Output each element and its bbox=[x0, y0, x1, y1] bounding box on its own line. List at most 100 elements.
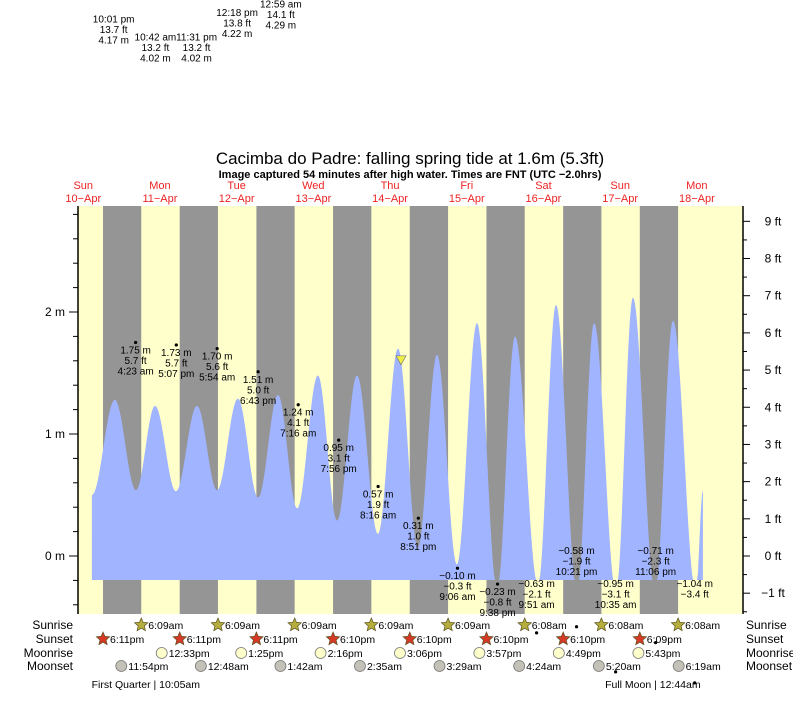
day-of-week: Fri bbox=[460, 180, 473, 192]
moonrise-time: 12:33pm bbox=[169, 648, 210, 660]
low-tide-ft: −2.1 ft bbox=[523, 590, 551, 601]
high-tide-m: 4.02 m bbox=[140, 54, 171, 65]
right-tick-label: 1 ft bbox=[765, 512, 782, 526]
chart-title: Cacimba do Padre: falling spring tide at… bbox=[216, 149, 604, 168]
low-tide-m: 0.95 m bbox=[323, 443, 354, 454]
high-tide-time: 12:18 pm bbox=[216, 8, 258, 19]
day-date: 15−Apr bbox=[449, 193, 485, 205]
high-tide-m: 4.29 m bbox=[266, 21, 297, 32]
low-tide-time: 10:35 am bbox=[595, 600, 637, 611]
moon-phase-label: First Quarter | 10:05am bbox=[92, 679, 201, 691]
low-tide-ft: −0.8 ft bbox=[483, 598, 511, 609]
low-tide-ft: −3.4 ft bbox=[681, 590, 709, 601]
low-tide-dot bbox=[134, 340, 138, 345]
low-tide-dot bbox=[256, 370, 260, 374]
low-tide-ft: 1.0 ft bbox=[407, 532, 429, 543]
day-of-week: Sat bbox=[535, 180, 552, 192]
right-tick-label: 7 ft bbox=[765, 289, 782, 303]
sunset-icon bbox=[632, 631, 648, 646]
low-tide-time: 9:51 am bbox=[519, 600, 555, 611]
low-tide-ft: 5.6 ft bbox=[206, 362, 228, 373]
low-tide-ft: 5.7 ft bbox=[165, 358, 187, 369]
moonrise-icon bbox=[314, 647, 327, 659]
sunset-time: 6:11pm bbox=[263, 634, 297, 646]
day-of-week: Wed bbox=[302, 180, 324, 192]
low-tide-m: 1.75 m bbox=[120, 346, 151, 357]
sunrise-time: 6:08am bbox=[685, 620, 720, 632]
moonrise-time: 1:25pm bbox=[248, 648, 283, 660]
low-tide-dot bbox=[574, 625, 579, 629]
moonrise-icon bbox=[155, 647, 168, 659]
moonset-time: 5:20am bbox=[606, 661, 641, 673]
sunrise-time: 6:08am bbox=[608, 620, 643, 632]
day-date: 16−Apr bbox=[526, 193, 562, 205]
low-tide-dot bbox=[416, 516, 420, 520]
day-of-week: Mon bbox=[149, 180, 170, 192]
moonset-time: 2:35am bbox=[367, 661, 402, 673]
sunrise-icon bbox=[210, 617, 226, 632]
moonset-time: 4:24am bbox=[526, 661, 561, 673]
low-tide-m: −1.04 m bbox=[677, 579, 713, 590]
day-date: 13−Apr bbox=[295, 193, 331, 205]
low-tide-ft: 3.1 ft bbox=[328, 454, 350, 465]
sunrise-time: 6:09am bbox=[148, 620, 183, 632]
low-tide-label: −1.04 m−3.4 ft bbox=[677, 579, 713, 601]
low-tide-dot bbox=[693, 681, 697, 685]
moonset-icon bbox=[513, 660, 526, 672]
sunset-time: 6:09pm bbox=[647, 634, 682, 646]
low-tide-label: 1.75 m5.7 ft4:23 am bbox=[118, 346, 154, 378]
high-tide-ft: 14.1 ft bbox=[267, 10, 295, 21]
low-tide-time: 7:56 pm bbox=[321, 464, 357, 475]
day-of-week: Sun bbox=[73, 180, 93, 192]
low-tide-time: 8:51 pm bbox=[400, 542, 436, 553]
high-tide-time: 10:42 am bbox=[135, 33, 177, 44]
moonset-row-label-right: Moonset bbox=[746, 659, 793, 673]
right-tick-label: 0 ft bbox=[765, 549, 782, 563]
low-tide-m: 1.24 m bbox=[283, 408, 314, 419]
right-tick-label: 4 ft bbox=[765, 400, 782, 414]
tide-curve bbox=[91, 297, 703, 580]
low-tide-ft: 5.7 ft bbox=[124, 356, 146, 367]
low-tide-label: 0.57 m1.9 ft8:16 am bbox=[360, 489, 396, 521]
moonrise-row-label: Moonrise bbox=[24, 646, 74, 660]
moonrise-time: 2:16pm bbox=[328, 648, 363, 660]
low-tide-ft: −0.3 ft bbox=[443, 582, 471, 593]
right-tick-label: 3 ft bbox=[765, 437, 782, 451]
low-tide-m: −0.95 m bbox=[597, 579, 633, 590]
sunrise-icon bbox=[670, 617, 686, 632]
sunset-icon bbox=[402, 631, 418, 646]
low-tide-m: 1.73 m bbox=[161, 348, 192, 359]
sunset-row-label-right: Sunset bbox=[746, 632, 784, 646]
low-tide-ft: −3.1 ft bbox=[602, 590, 630, 601]
low-tide-ft: 5.0 ft bbox=[247, 385, 269, 396]
sunrise-row-label: Sunrise bbox=[32, 618, 73, 632]
sunset-icon bbox=[555, 631, 571, 646]
right-tick-label: 9 ft bbox=[765, 214, 782, 228]
day-of-week: Tue bbox=[227, 180, 246, 192]
low-tide-label: −0.23 m−0.8 ft9:38 pm bbox=[479, 587, 515, 619]
moonrise-time: 3:57pm bbox=[486, 648, 521, 660]
low-tide-m: 0.57 m bbox=[363, 489, 394, 500]
low-tide-dot bbox=[534, 631, 539, 635]
sunrise-icon bbox=[593, 617, 609, 632]
sunset-icon bbox=[248, 631, 264, 646]
sunset-time: 6:11pm bbox=[187, 634, 221, 646]
low-tide-time: 5:07 pm bbox=[158, 369, 194, 380]
sunset-time: 6:10pm bbox=[493, 634, 528, 646]
moonrise-time: 3:06pm bbox=[407, 648, 442, 660]
moonset-time: 12:48am bbox=[208, 661, 249, 673]
low-tide-dot bbox=[654, 641, 658, 645]
moonset-icon bbox=[672, 660, 685, 672]
low-tide-dot bbox=[174, 343, 178, 347]
high-tide-ft: 13.2 ft bbox=[141, 43, 169, 54]
right-tick-label: 5 ft bbox=[765, 363, 782, 377]
sunset-icon bbox=[95, 631, 111, 646]
sunrise-time: 6:09am bbox=[378, 620, 413, 632]
low-tide-m: 1.51 m bbox=[243, 375, 274, 386]
low-tide-dot bbox=[376, 484, 380, 489]
